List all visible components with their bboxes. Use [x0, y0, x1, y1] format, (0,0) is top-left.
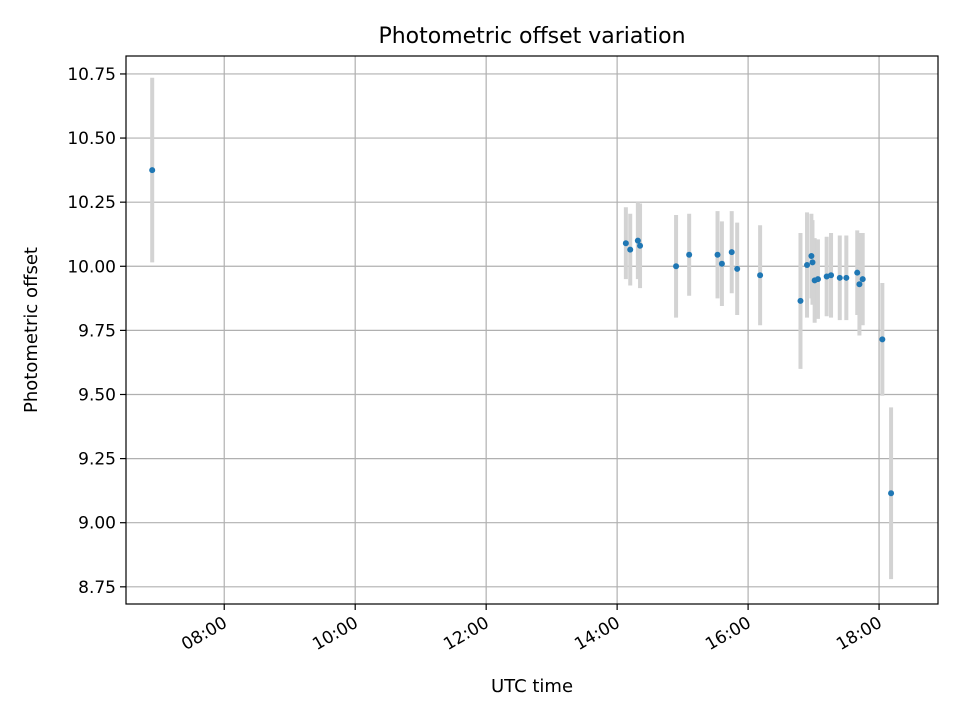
y-tick-label: 9.25 [78, 450, 116, 470]
data-point [843, 274, 850, 281]
x-axis-ticks: 08:00 10:00 12:00 14:00 16:00 18:00 [178, 604, 886, 655]
data-point [686, 251, 693, 258]
data-point [828, 272, 835, 279]
data-point [879, 336, 886, 343]
x-tick-label: 08:00 [178, 613, 230, 655]
data-point [149, 167, 156, 174]
data-point [854, 269, 861, 276]
x-tick-label: 16:00 [702, 613, 754, 655]
data-point [673, 263, 680, 270]
y-tick-label: 10.00 [67, 257, 116, 277]
data-point [757, 272, 764, 279]
data-point [637, 242, 644, 249]
x-axis-label: UTC time [491, 676, 573, 697]
y-tick-label: 10.25 [67, 193, 116, 213]
data-point [634, 237, 641, 244]
y-axis-ticks: 8.75 9.00 9.25 9.50 9.75 10.00 10.25 10.50 10.75 [67, 65, 126, 598]
x-tick-label: 10:00 [309, 613, 361, 655]
data-point [814, 276, 821, 283]
data-point [718, 260, 725, 267]
data-point [809, 259, 816, 266]
grid-lines [126, 56, 938, 604]
data-point [728, 249, 735, 256]
x-tick-label: 14:00 [571, 613, 623, 655]
data-point [797, 297, 804, 304]
y-tick-label: 10.50 [67, 129, 116, 149]
y-axis-label: Photometric offset [21, 247, 42, 413]
data-point [859, 276, 866, 283]
data-points [149, 167, 895, 497]
data-point [714, 251, 721, 258]
data-point [627, 246, 634, 253]
y-tick-label: 10.75 [67, 65, 116, 85]
data-point [856, 281, 863, 288]
data-point [734, 265, 741, 272]
y-tick-label: 8.75 [78, 578, 116, 598]
chart-title: Photometric offset variation [378, 24, 685, 49]
x-tick-label: 18:00 [833, 613, 885, 655]
data-point [622, 240, 629, 247]
y-tick-label: 9.50 [78, 385, 116, 405]
data-point [888, 490, 895, 497]
y-tick-label: 9.75 [78, 321, 116, 341]
y-tick-label: 9.00 [78, 514, 116, 534]
data-point [804, 261, 811, 268]
x-tick-label: 12:00 [440, 613, 492, 655]
data-point [808, 253, 815, 260]
data-point [836, 274, 843, 281]
